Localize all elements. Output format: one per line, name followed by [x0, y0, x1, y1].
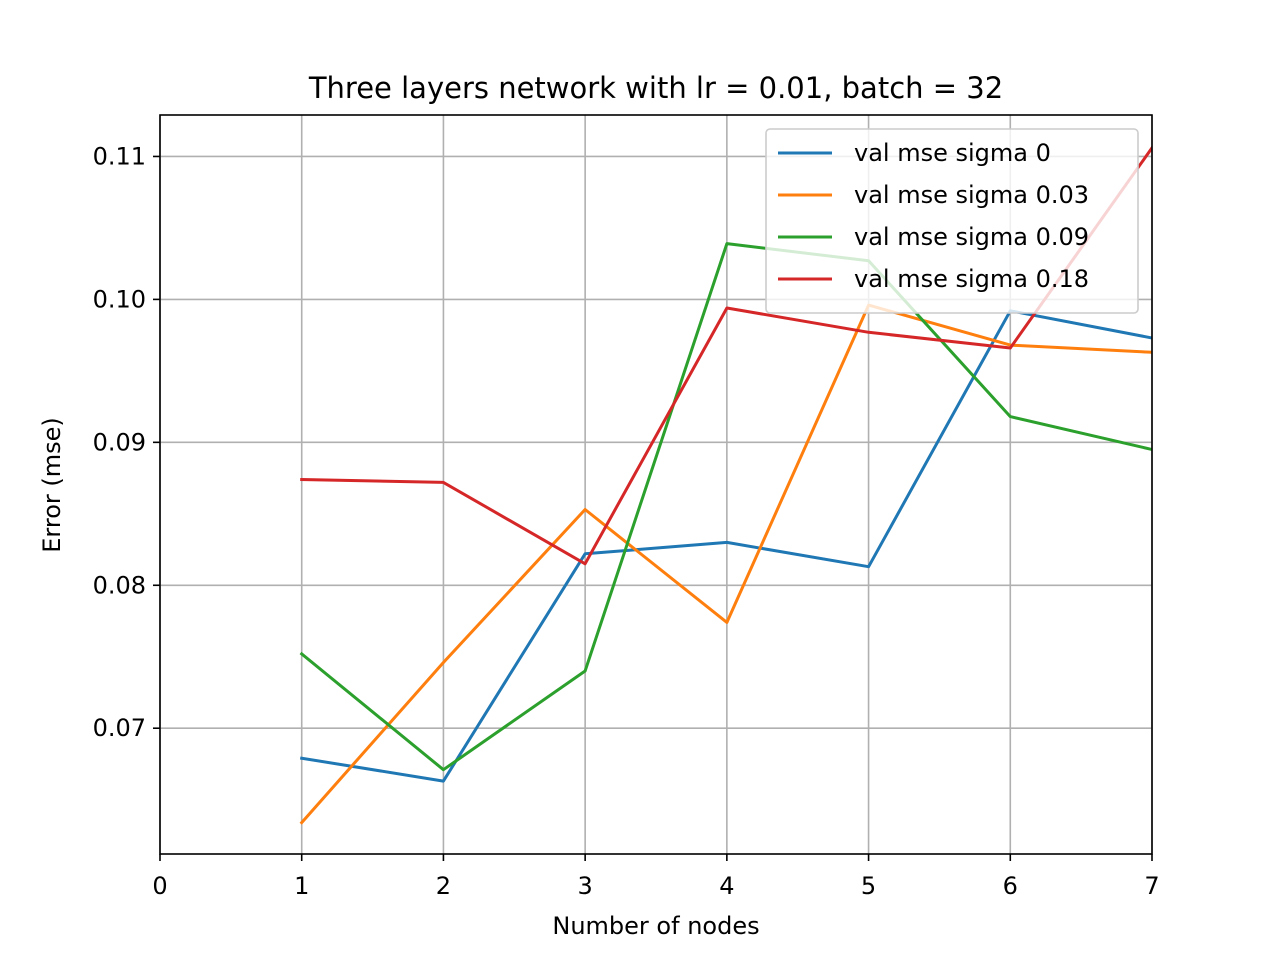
legend-entry-1: val mse sigma 0.03: [854, 181, 1089, 209]
x-tick-label: 6: [1003, 872, 1018, 900]
chart-title: Three layers network with lr = 0.01, bat…: [308, 71, 1003, 105]
series-line-1: [299, 303, 1152, 825]
y-axis-label: Error (mse): [38, 417, 66, 553]
tick-layer: 0 1 2 3 4 5 6 7 0.07 0.08 0.09 0.10 0.11: [93, 142, 1160, 900]
x-axis-label: Number of nodes: [552, 912, 759, 940]
y-tick-label: 0.10: [93, 285, 146, 313]
x-tick-label: 1: [294, 872, 309, 900]
series-line-2: [299, 242, 1152, 772]
x-tick-label: 5: [861, 872, 876, 900]
plot-frame: [159, 114, 1153, 855]
legend-entry-0: val mse sigma 0: [854, 139, 1051, 167]
y-tick-label: 0.11: [93, 142, 146, 170]
series-line-3: [300, 145, 1152, 566]
legend-entry-2: val mse sigma 0.09: [854, 223, 1089, 251]
x-tick-label: 7: [1144, 872, 1159, 900]
y-tick-label: 0.08: [93, 571, 146, 599]
legend-entry-3: val mse sigma 0.18: [854, 265, 1089, 293]
x-tick-label: 0: [152, 872, 167, 900]
legend: val mse sigma 0 val mse sigma 0.03 val mse…: [765, 128, 1139, 314]
y-tick-label: 0.09: [93, 428, 146, 456]
x-tick-label: 2: [436, 872, 451, 900]
legend-box: [765, 128, 1139, 314]
y-tick-label: 0.07: [93, 714, 146, 742]
x-tick-label: 4: [719, 872, 734, 900]
x-tick-label: 3: [578, 872, 593, 900]
